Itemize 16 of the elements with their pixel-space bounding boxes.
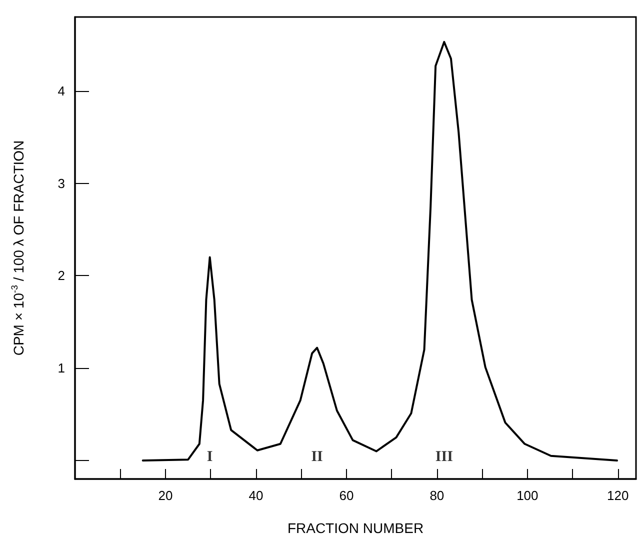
x-axis-title: FRACTION NUMBER bbox=[287, 520, 424, 536]
annotation: III bbox=[435, 449, 454, 465]
y-tick-label: 4 bbox=[58, 83, 65, 98]
x-tick-label: 100 bbox=[516, 488, 538, 503]
x-tick-label: 80 bbox=[430, 488, 444, 503]
x-tick-label: 40 bbox=[248, 488, 264, 503]
y-tick-label: 3 bbox=[58, 176, 65, 191]
y-tick-label: 2 bbox=[58, 268, 65, 284]
x-tick-label: 20 bbox=[158, 488, 173, 503]
y-axis-title: CPM × 10-3 / 100 λ OF FRACTION bbox=[10, 140, 26, 356]
x-tick-label: 120 bbox=[607, 488, 629, 503]
line-series bbox=[142, 40, 618, 462]
x-tick-label: 60 bbox=[339, 488, 354, 503]
annotation: II bbox=[311, 449, 324, 465]
y-tick-label: 1 bbox=[58, 360, 65, 376]
annotation: I bbox=[206, 449, 213, 465]
